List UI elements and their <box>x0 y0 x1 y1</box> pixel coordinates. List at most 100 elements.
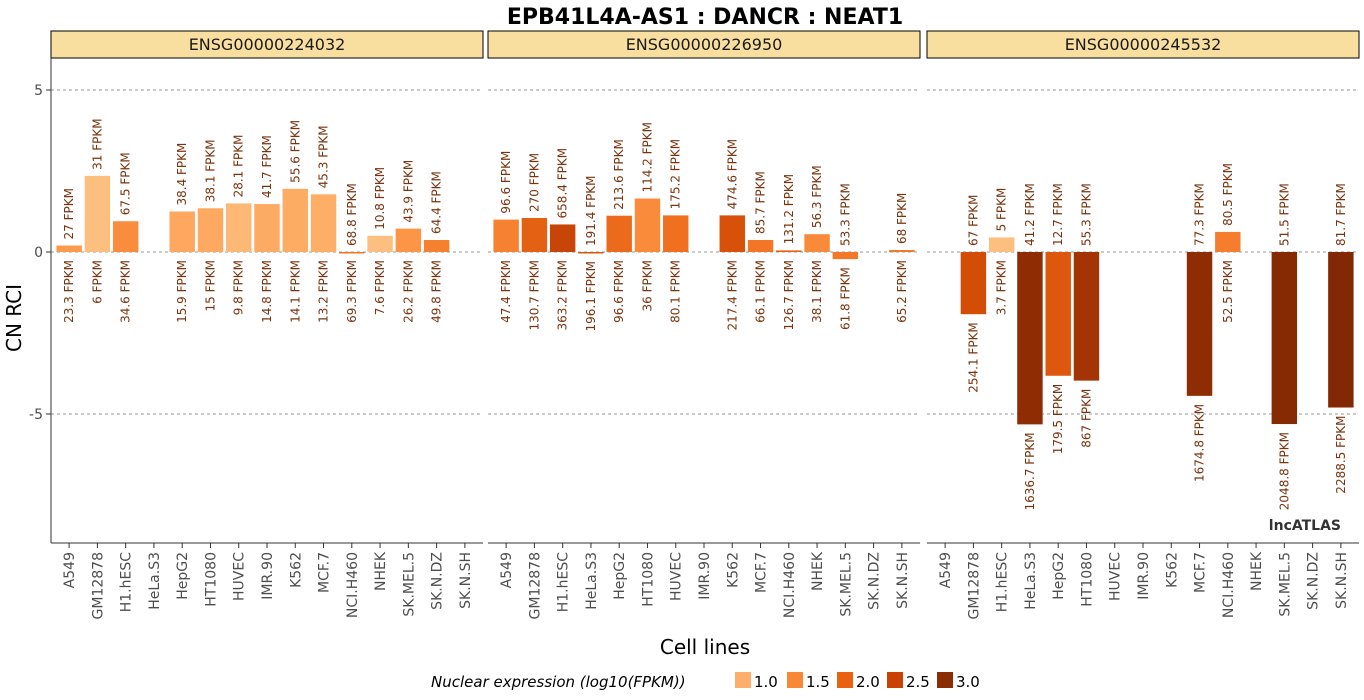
facet-strip-label: ENSG00000224032 <box>189 35 346 54</box>
bar-bottom-label: 96.6 FPKM <box>612 260 626 323</box>
bar-HepG2 <box>606 215 632 252</box>
bar-top-label: 80.5 FPKM <box>1221 163 1235 226</box>
x-tick-label: SK.N.SH <box>458 552 474 609</box>
bar-top-label: 55.6 FPKM <box>288 120 302 183</box>
x-tick-label: NHEK <box>810 551 826 591</box>
bar-top-label: 114.2 FPKM <box>640 122 654 193</box>
x-tick-label: A549 <box>62 552 78 588</box>
bar-MCF.7 <box>1186 252 1213 396</box>
legend-label: 2.5 <box>906 673 930 691</box>
bar-bottom-label: 867 FPKM <box>1079 389 1093 448</box>
legend-swatch <box>787 672 803 688</box>
bar-bottom-label: 23.3 FPKM <box>62 260 76 323</box>
bar-bottom-label: 2288.5 FPKM <box>1334 416 1348 494</box>
panel-ENSG00000224032: ENSG00000224032 A549 27 FPKM 23.3 FPKM GM128… <box>50 30 484 619</box>
x-tick-label: IMR.90 <box>260 552 276 600</box>
bar-top-label: 658.4 FPKM <box>556 148 570 219</box>
x-tick-label: MCF.7 <box>754 552 770 593</box>
bar-NHEK <box>367 235 393 252</box>
bar-bottom-label: 38.1 FPKM <box>810 260 824 323</box>
bar-top-label: 131.2 FPKM <box>782 174 796 245</box>
bar-bottom-label: 3.7 FPKM <box>995 260 1009 315</box>
facet-strip <box>926 30 1360 59</box>
bar-bottom-label: 15.9 FPKM <box>175 260 189 323</box>
bar-bottom-label: 61.8 FPKM <box>838 267 852 330</box>
x-tick-label: SK.N.SH <box>1334 552 1350 609</box>
x-tick-label: HeLa.S3 <box>584 552 600 610</box>
bar-NCI.H460 <box>339 252 365 254</box>
x-tick-label: SK.N.SH <box>895 552 911 609</box>
bar-bottom-label: 6 FPKM <box>90 260 104 304</box>
bar-top-label: 38.1 FPKM <box>203 139 217 202</box>
x-axis-title: Cell lines <box>660 635 750 659</box>
bar-SK.N.SH <box>1328 252 1354 408</box>
bar-top-label: 81.7 FPKM <box>1334 183 1348 246</box>
bar-SK.MEL.5 <box>832 252 859 260</box>
x-tick-label: SK.N.DZ <box>1306 552 1322 610</box>
bar-top-label: 41.2 FPKM <box>1023 183 1037 246</box>
bar-top-label: 38.4 FPKM <box>175 143 189 206</box>
bar-GM12878 <box>521 217 548 252</box>
x-tick-label: SK.N.DZ <box>867 552 883 610</box>
x-tick-label: K562 <box>725 552 741 588</box>
bar-HeLa.S3 <box>1017 252 1043 425</box>
y-axis-title: CN RCI <box>2 284 26 352</box>
x-tick-label: GM12878 <box>966 552 982 619</box>
bar-top-label: 270 FPKM <box>527 153 541 212</box>
x-tick-label: SK.N.DZ <box>430 552 446 610</box>
x-tick-label: HT1080 <box>203 552 219 607</box>
x-tick-label: NHEK <box>373 551 389 591</box>
bar-bottom-label: 14.8 FPKM <box>260 260 274 323</box>
bar-top-label: 191.4 FPKM <box>584 175 598 246</box>
bar-NCI.H460 <box>1215 231 1241 252</box>
bar-A549 <box>493 219 519 252</box>
bar-top-label: 12.7 FPKM <box>1051 183 1065 246</box>
bar-bottom-label: 179.5 FPKM <box>1051 384 1065 455</box>
x-tick-label: GM12878 <box>90 552 106 619</box>
bar-HT1080 <box>197 208 224 252</box>
bar-top-label: 68.8 FPKM <box>345 183 359 246</box>
bar-top-label: 77.3 FPKM <box>1193 183 1207 246</box>
watermark: lncATLAS <box>1269 518 1341 534</box>
bar-GM12878 <box>960 252 987 315</box>
bar-top-label: 10.8 FPKM <box>373 167 387 230</box>
bar-bottom-label: 69.3 FPKM <box>345 260 359 323</box>
bar-K562 <box>719 215 745 252</box>
bar-top-label: 27 FPKM <box>62 188 76 239</box>
bar-SK.MEL.5 <box>395 228 422 252</box>
bar-bottom-label: 9.8 FPKM <box>232 260 246 315</box>
bar-top-label: 85.7 FPKM <box>754 171 768 234</box>
bar-top-label: 68 FPKM <box>895 193 909 244</box>
x-tick-label: SK.MEL.5 <box>838 552 854 617</box>
facet-strip-label: ENSG00000226950 <box>626 35 783 54</box>
bar-K562 <box>282 188 308 252</box>
bar-bottom-label: 14.1 FPKM <box>288 260 302 323</box>
bar-H1.hESC <box>988 237 1015 252</box>
bar-bottom-label: 49.8 FPKM <box>430 260 444 323</box>
bar-top-label: 43.9 FPKM <box>401 160 415 223</box>
bar-bottom-label: 2048.8 FPKM <box>1277 432 1291 510</box>
bar-bottom-label: 196.1 FPKM <box>584 261 598 332</box>
x-tick-label: HUVEC <box>1108 552 1124 601</box>
bar-HepG2 <box>1045 252 1071 376</box>
legend-title: Nuclear expression (log10(FPKM)) <box>431 673 686 691</box>
bar-top-label: 31 FPKM <box>90 118 104 169</box>
bar-bottom-label: 80.1 FPKM <box>669 260 683 323</box>
bar-SK.N.SH <box>889 250 915 252</box>
bar-top-label: 41.7 FPKM <box>260 135 274 198</box>
bar-bottom-label: 13.2 FPKM <box>317 260 331 323</box>
x-tick-label: NCI.H460 <box>345 552 361 618</box>
bar-top-label: 5 FPKM <box>995 188 1009 232</box>
bar-bottom-label: 65.2 FPKM <box>895 260 909 323</box>
x-tick-label: MCF.7 <box>317 552 333 593</box>
x-tick-label: MCF.7 <box>1193 552 1209 593</box>
legend-label: 1.5 <box>806 673 830 691</box>
bar-IMR.90 <box>254 204 280 252</box>
bar-SK.MEL.5 <box>1271 252 1298 425</box>
bar-top-label: 67.5 FPKM <box>119 152 133 215</box>
bar-H1.hESC <box>549 224 576 252</box>
x-tick-label: HT1080 <box>1079 552 1095 607</box>
panel-ENSG00000245532: ENSG00000245532 A549 GM12878 67 FPKM 254.1 F… <box>926 30 1360 619</box>
bar-bottom-label: 217.4 FPKM <box>725 260 739 331</box>
